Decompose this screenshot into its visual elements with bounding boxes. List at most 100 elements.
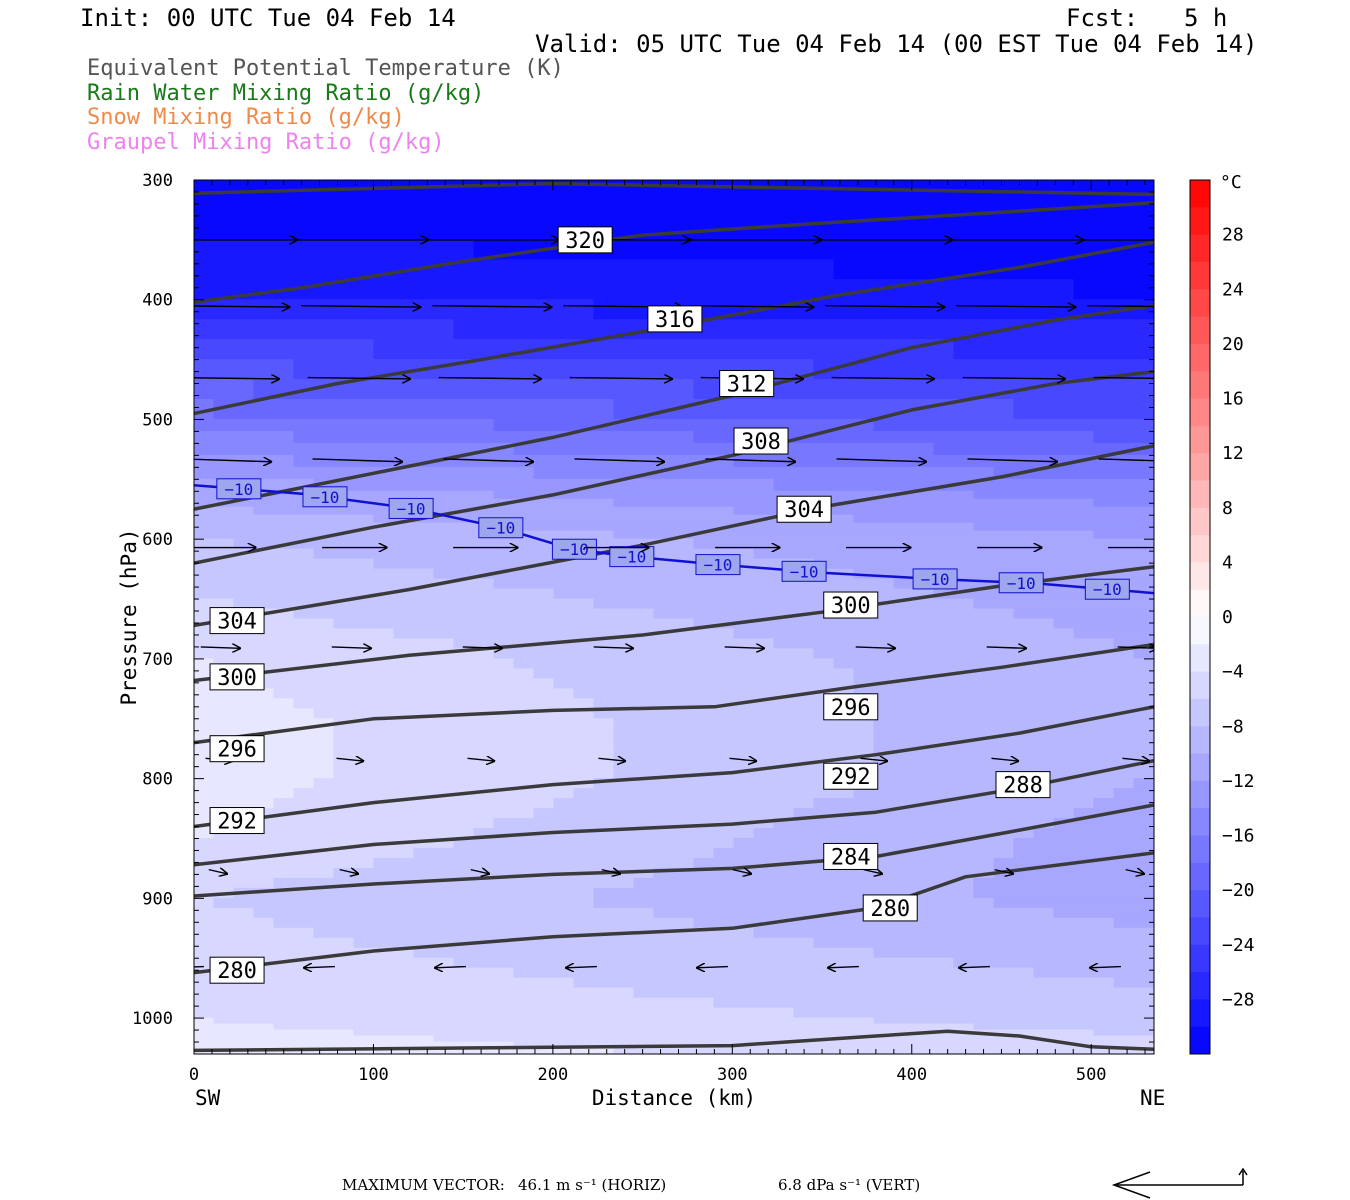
temperature-cell: [233, 498, 255, 508]
theta-e-isoline: [194, 705, 1154, 829]
temperature-cell: [993, 239, 1015, 261]
temperature-cell: [673, 578, 695, 590]
temperature-cell: [194, 522, 215, 532]
temperature-cell: [993, 618, 1015, 630]
temperature-cell: [833, 1029, 855, 1037]
temperature-cell: [393, 530, 415, 540]
temperature-cell: [293, 668, 315, 680]
temperature-cell: [773, 1007, 795, 1019]
temperature-cell: [933, 558, 955, 570]
temperature-cell: [993, 1035, 1015, 1043]
temperature-cell: [1133, 628, 1154, 640]
temperature-cell: [493, 199, 515, 221]
temperature-cell: [693, 967, 715, 979]
colorbar-swatch: [1190, 507, 1210, 536]
temperature-cell: [333, 668, 355, 680]
theta-e-isoline: [194, 851, 1154, 975]
legend-rain: Rain Water Mixing Ratio (g/kg): [87, 81, 485, 106]
temperature-cell: [913, 897, 935, 909]
temperature-cell: [473, 818, 495, 830]
temperature-cell: [813, 818, 835, 830]
temperature-cell: [993, 588, 1015, 600]
max-vector-label: MAXIMUM VECTOR:: [342, 1176, 505, 1194]
temperature-cell: [593, 688, 615, 700]
temperature-cell: [753, 718, 775, 730]
temperature-cell: [1013, 442, 1035, 456]
temperature-cell: [493, 466, 515, 480]
temperature-cell: [393, 917, 415, 929]
temperature-cell: [793, 648, 815, 660]
temperature-cell: [873, 837, 895, 849]
temperature-cell: [273, 678, 295, 690]
temperature-cell: [333, 430, 355, 444]
temperature-cell: [393, 927, 415, 939]
temperature-cell: [393, 947, 415, 959]
colorbar-swatch: [1190, 234, 1210, 263]
temperature-cell: [773, 1029, 795, 1037]
temperature-cell: [333, 728, 355, 740]
temperature-cell: [493, 548, 515, 560]
temperature-cell: [313, 548, 335, 560]
temperature-cell: [453, 299, 475, 321]
temperature-cell: [353, 548, 375, 560]
temperature-cell: [293, 977, 315, 989]
temperature-cell: [793, 454, 815, 468]
temperature-cell: [693, 442, 715, 456]
temperature-cell: [793, 478, 815, 492]
temperature-cell: [453, 490, 475, 500]
temperature-cell: [553, 798, 575, 810]
temperature-cell: [953, 877, 975, 889]
x-tick-label: 300: [717, 1065, 748, 1085]
temperature-cell: [753, 927, 775, 939]
temperature-cell: [553, 398, 575, 420]
wind-vector: [962, 378, 1065, 379]
temperature-cell: [413, 398, 435, 420]
temperature-cell: [533, 199, 555, 221]
temperature-cell: [773, 628, 795, 640]
temperature-cell: [1053, 1007, 1075, 1019]
temperature-cell: [233, 698, 255, 710]
temperature-cell: [1133, 1047, 1154, 1054]
temperature-cell: [513, 688, 535, 700]
temperature-cell: [873, 1029, 895, 1037]
temperature-cell: [873, 568, 895, 580]
temperature-cell: [1113, 828, 1135, 839]
temperature-cell: [433, 478, 455, 492]
temperature-cell: [953, 359, 975, 381]
temperature-cell: [533, 798, 555, 810]
colorbar-swatch: [1190, 917, 1210, 946]
temperature-cell: [1093, 199, 1115, 221]
temperature-cell: [293, 768, 315, 780]
temperature-cell: [393, 668, 415, 680]
temperature-cell: [833, 628, 855, 640]
temperature-cell: [753, 987, 775, 999]
temperature-cell: [513, 758, 535, 770]
temperature-cell: [253, 339, 275, 361]
temperature-cell: [1093, 748, 1115, 760]
temperature-cell: [813, 927, 835, 939]
temperature-cell: [233, 530, 255, 540]
temperature-cell: [913, 718, 935, 730]
temperature-cell: [513, 977, 535, 989]
temperature-cell: [373, 808, 395, 820]
temperature-cell: [453, 728, 475, 740]
temperature-cell: [613, 339, 635, 361]
temperature-cell: [513, 718, 535, 730]
temperature-cell: [513, 957, 535, 969]
temperature-cell: [1113, 977, 1135, 989]
temperature-cell: [953, 1041, 975, 1049]
temperature-cell: [353, 837, 375, 849]
temperature-cell: [913, 299, 935, 321]
temperature-cell: [653, 239, 675, 261]
temperature-cell: [953, 568, 975, 580]
temperature-cell: [713, 887, 735, 899]
theta-e-label-box: [209, 956, 265, 984]
colorbar-swatch: [1190, 180, 1210, 208]
temperature-cell: [213, 319, 235, 341]
temperature-cell: [673, 538, 695, 550]
temperature-cell: [573, 837, 595, 849]
temperature-cell: [1093, 379, 1115, 400]
wind-vector: [1087, 305, 1154, 308]
temperature-cell: [433, 738, 455, 750]
temperature-cell: [793, 847, 815, 859]
